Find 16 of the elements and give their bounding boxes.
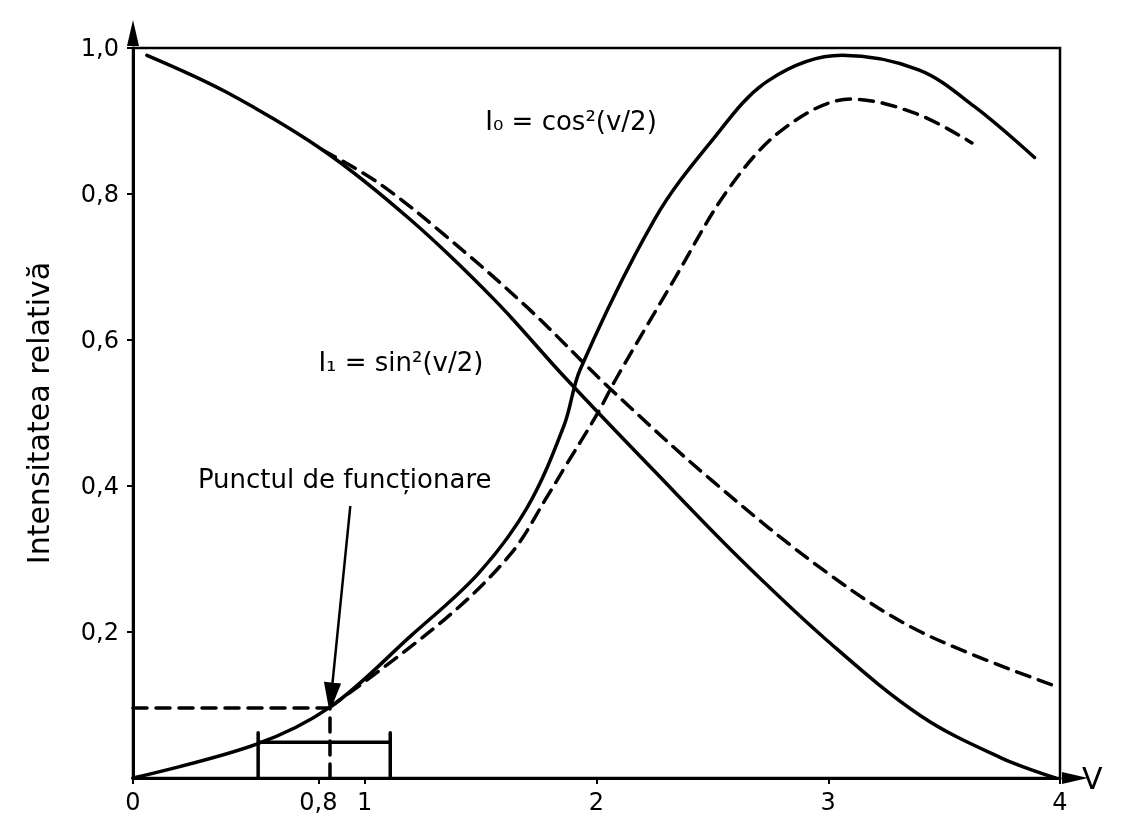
annotation: I₁ = sin²(v/2) bbox=[318, 347, 484, 378]
annotation: Punctul de funcționare bbox=[197, 464, 492, 495]
y-tick-label: 0,6 bbox=[80, 326, 119, 354]
x-tick-label: 1 bbox=[357, 788, 373, 816]
y-tick-label: 0,2 bbox=[80, 618, 119, 646]
y-tick-label: 1,0 bbox=[80, 34, 119, 62]
x-tick-label: 4 bbox=[1052, 788, 1068, 816]
y-axis-title: Intensitatea relativă bbox=[20, 261, 56, 565]
x-tick-label: 3 bbox=[820, 788, 836, 816]
annotation: I₀ = cos²(v/2) bbox=[485, 106, 657, 137]
x-tick-label: 0 bbox=[125, 788, 141, 816]
x-tick-label: 2 bbox=[588, 788, 605, 816]
y-tick-label: 0,4 bbox=[80, 472, 119, 500]
x-tick-label: 0,8 bbox=[299, 788, 338, 816]
y-tick-label: 0,8 bbox=[80, 180, 119, 208]
x-axis-title: V bbox=[1082, 760, 1103, 796]
